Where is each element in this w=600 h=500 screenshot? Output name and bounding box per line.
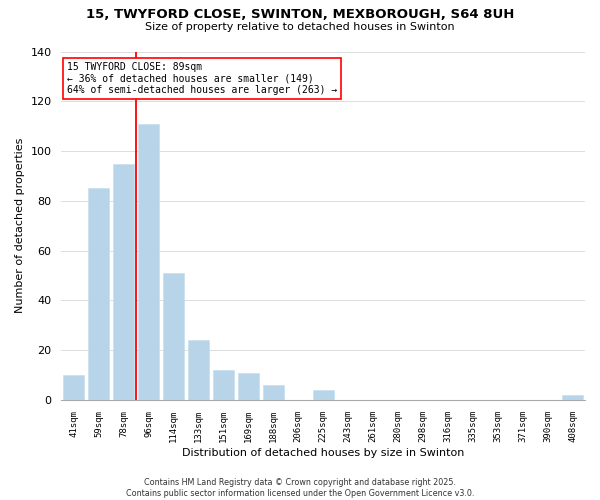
Y-axis label: Number of detached properties: Number of detached properties [15,138,25,314]
Bar [213,370,234,400]
Text: 15 TWYFORD CLOSE: 89sqm
← 36% of detached houses are smaller (149)
64% of semi-d: 15 TWYFORD CLOSE: 89sqm ← 36% of detache… [67,62,337,95]
Bar [562,395,583,400]
Bar [163,273,184,400]
Bar [63,375,85,400]
Bar [88,188,109,400]
Text: Contains HM Land Registry data © Crown copyright and database right 2025.
Contai: Contains HM Land Registry data © Crown c… [126,478,474,498]
X-axis label: Distribution of detached houses by size in Swinton: Distribution of detached houses by size … [182,448,464,458]
Bar [113,164,134,400]
Text: Size of property relative to detached houses in Swinton: Size of property relative to detached ho… [145,22,455,32]
Bar [188,340,209,400]
Bar [263,385,284,400]
Bar [138,124,159,400]
Text: 15, TWYFORD CLOSE, SWINTON, MEXBOROUGH, S64 8UH: 15, TWYFORD CLOSE, SWINTON, MEXBOROUGH, … [86,8,514,20]
Bar [238,372,259,400]
Bar [313,390,334,400]
